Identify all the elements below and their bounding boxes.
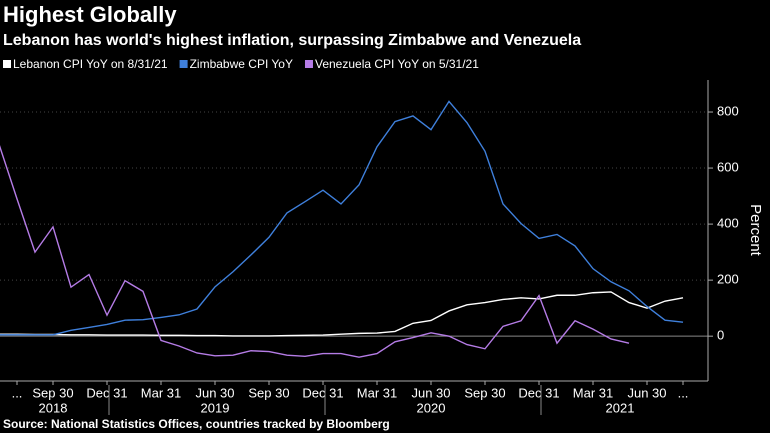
series-line bbox=[0, 291, 684, 337]
x-tick-label: Jun 30 bbox=[195, 385, 234, 400]
year-label: 2021 bbox=[606, 400, 635, 415]
x-tick-label: Mar 31 bbox=[141, 385, 181, 400]
legend-label: Lebanon CPI YoY on 8/31/21 bbox=[13, 57, 168, 71]
x-tick-label: Sep 30 bbox=[464, 385, 505, 400]
legend-swatch bbox=[3, 60, 11, 68]
year-label: 2020 bbox=[417, 400, 446, 415]
series-line bbox=[0, 145, 630, 358]
x-tick-label: ... bbox=[678, 385, 689, 400]
y-tick-label: 800 bbox=[717, 103, 739, 118]
series-line bbox=[0, 100, 684, 336]
x-tick-label: Jun 30 bbox=[627, 385, 666, 400]
year-label: 2018 bbox=[39, 400, 68, 415]
x-tick-label: Dec 31 bbox=[518, 385, 559, 400]
year-label: 2019 bbox=[201, 400, 230, 415]
legend-swatch bbox=[304, 60, 313, 68]
x-tick-label: Sep 30 bbox=[32, 385, 73, 400]
x-tick-label: Mar 31 bbox=[573, 385, 613, 400]
chart-title: Highest Globally bbox=[3, 2, 177, 27]
y-axis-label: Percent bbox=[747, 204, 764, 257]
x-tick-label: Jun 30 bbox=[411, 385, 450, 400]
x-tick-label: Dec 31 bbox=[86, 385, 127, 400]
legend-label: Venezuela CPI YoY on 5/31/21 bbox=[315, 57, 479, 71]
legend-label: Zimbabwe CPI YoY bbox=[190, 57, 293, 71]
source: Source: National Statistics Offices, cou… bbox=[3, 417, 390, 431]
y-tick-label: 400 bbox=[717, 216, 739, 231]
x-tick-label: Mar 31 bbox=[357, 385, 397, 400]
x-tick-label: Dec 31 bbox=[302, 385, 343, 400]
chart-subtitle: Lebanon has world's highest inflation, s… bbox=[3, 32, 581, 49]
y-tick-label: 600 bbox=[717, 159, 739, 174]
y-tick-label: 0 bbox=[717, 328, 724, 343]
x-tick-label: ... bbox=[12, 385, 23, 400]
y-tick-label: 200 bbox=[717, 272, 739, 287]
x-tick-label: Sep 30 bbox=[248, 385, 289, 400]
legend-swatch bbox=[179, 60, 188, 68]
